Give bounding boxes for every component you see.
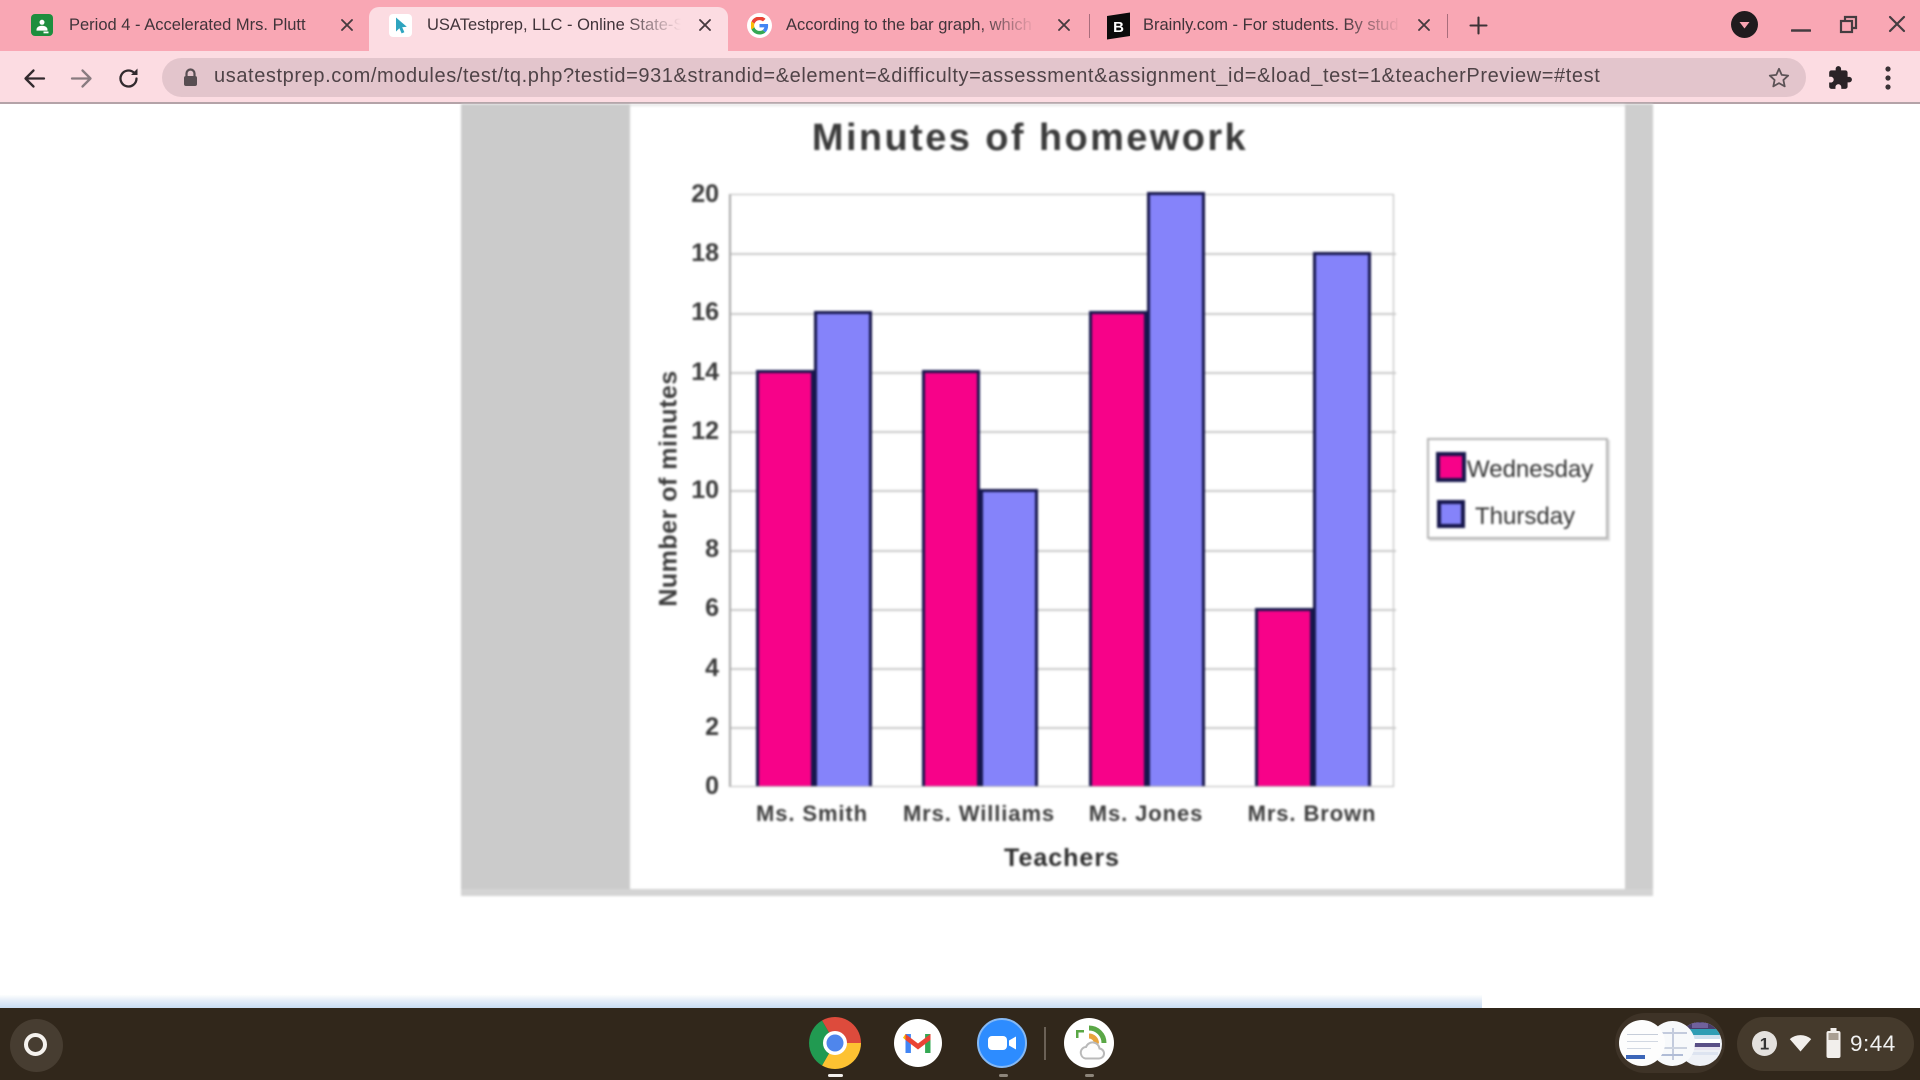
svg-text:9:44: 9:44 — [1850, 1031, 1896, 1056]
svg-text:1: 1 — [1760, 1035, 1769, 1054]
svg-text:B: B — [1113, 19, 1124, 36]
